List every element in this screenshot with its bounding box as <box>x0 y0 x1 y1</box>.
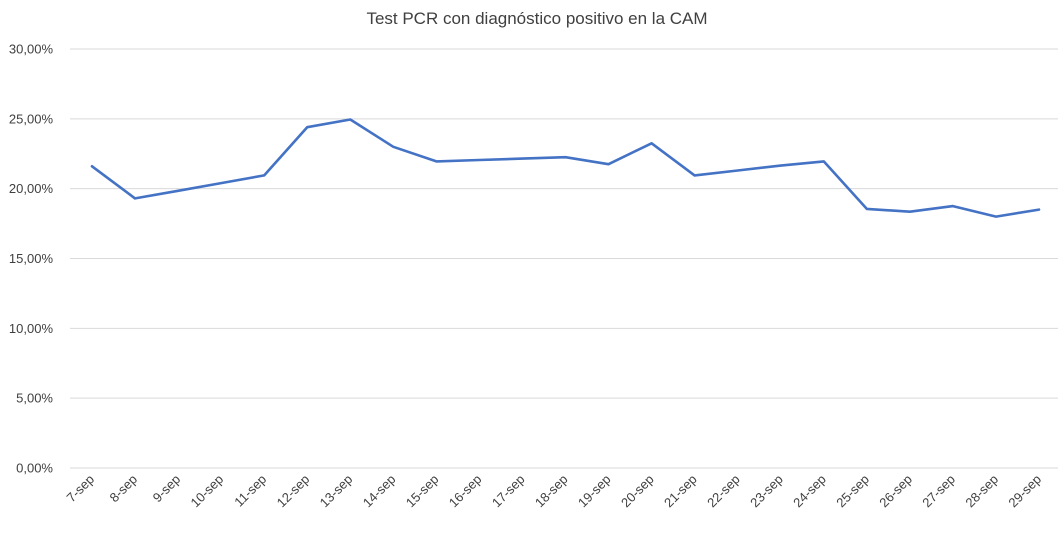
data-point <box>391 145 395 149</box>
data-point <box>133 196 137 200</box>
x-tick-label: 8-sep <box>107 472 141 506</box>
data-point <box>219 181 223 185</box>
x-tick-label: 12-sep <box>274 472 313 511</box>
data-point <box>607 162 611 166</box>
y-tick-label: 0,00% <box>16 461 53 476</box>
x-tick-label: 17-sep <box>489 472 528 511</box>
y-tick-label: 15,00% <box>9 251 54 266</box>
data-point <box>434 159 438 163</box>
gridlines <box>70 48 1058 469</box>
data-point <box>564 155 568 159</box>
y-axis-tick-labels: 0,00% 5,00% 10,00% 15,00% 20,00% 25,00% 30,00% <box>9 42 54 476</box>
x-tick-label: 24-sep <box>790 472 829 511</box>
x-tick-label: 29-sep <box>1005 472 1044 511</box>
series-lines <box>90 118 1041 219</box>
x-tick-label: 25-sep <box>833 472 872 511</box>
x-tick-label: 16-sep <box>446 472 485 511</box>
x-tick-label: 22-sep <box>704 472 743 511</box>
x-tick-label: 23-sep <box>747 472 786 511</box>
x-tick-label: 19-sep <box>575 472 614 511</box>
x-tick-label: 10-sep <box>188 472 227 511</box>
x-tick-label: 15-sep <box>403 472 442 511</box>
data-point <box>305 125 309 129</box>
x-tick-label: 28-sep <box>962 472 1001 511</box>
data-point <box>736 169 740 173</box>
x-tick-label: 7-sep <box>64 472 98 506</box>
series-line <box>90 118 1041 218</box>
x-tick-label: 21-sep <box>661 472 700 511</box>
y-tick-label: 10,00% <box>9 321 54 336</box>
data-point <box>994 215 998 219</box>
data-point <box>348 118 352 122</box>
chart-title: Test PCR con diagnóstico positivo en la … <box>366 9 707 28</box>
x-axis-tick-labels: 7-sep 8-sep 9-sep 10-sep 11-sep 12-sep 13-sep 1… <box>64 472 1045 511</box>
data-point <box>90 164 94 168</box>
data-point <box>176 189 180 193</box>
x-tick-label: 11-sep <box>231 472 269 510</box>
x-tick-label: 13-sep <box>317 472 356 511</box>
x-tick-label: 20-sep <box>618 472 657 511</box>
y-tick-label: 25,00% <box>9 111 54 126</box>
x-tick-label: 9-sep <box>150 472 184 506</box>
x-tick-label: 18-sep <box>532 472 571 511</box>
y-tick-label: 5,00% <box>16 391 53 406</box>
data-point <box>650 141 654 145</box>
data-point <box>908 210 912 214</box>
x-tick-label: 26-sep <box>876 472 915 511</box>
data-point <box>1037 208 1041 212</box>
data-point <box>262 173 266 177</box>
data-point <box>520 157 524 161</box>
data-point <box>865 207 869 211</box>
x-tick-label: 27-sep <box>919 472 958 511</box>
data-point <box>477 158 481 162</box>
data-point <box>779 164 783 168</box>
data-point <box>693 173 697 177</box>
data-point <box>951 204 955 208</box>
y-tick-label: 30,00% <box>9 42 54 57</box>
x-tick-label: 14-sep <box>360 472 399 511</box>
y-tick-label: 20,00% <box>9 181 54 196</box>
data-point <box>822 159 826 163</box>
